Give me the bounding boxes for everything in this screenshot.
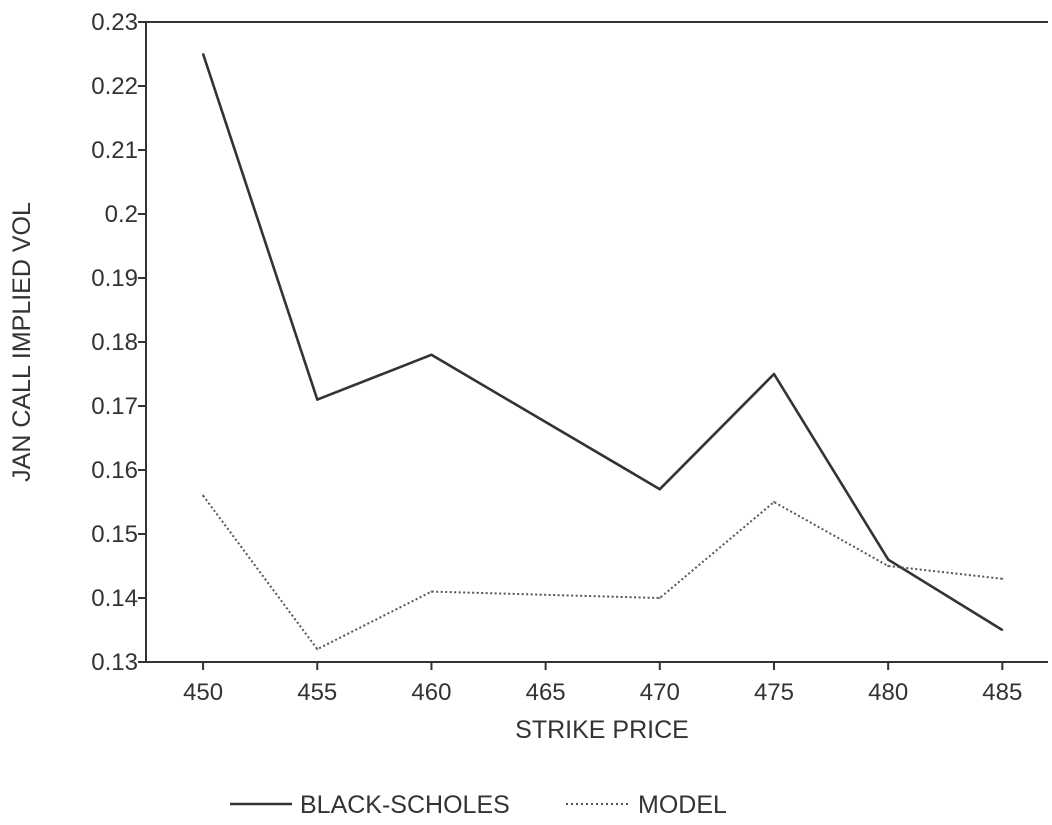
legend-label-model: MODEL — [638, 791, 727, 819]
x-tick-label: 450 — [183, 679, 223, 706]
x-tick-label: 460 — [411, 679, 451, 706]
data-point-model — [1001, 577, 1004, 580]
y-tick-label: 0.13 — [91, 649, 138, 676]
y-tick-label: 0.19 — [91, 265, 138, 292]
x-tick-label: 485 — [982, 679, 1022, 706]
y-tick-label: 0.17 — [91, 393, 138, 420]
y-tick-label: 0.2 — [105, 201, 138, 228]
y-axis-title: JAN CALL IMPLIED VOL — [8, 202, 36, 482]
data-point-black-scholes — [430, 353, 433, 356]
data-point-black-scholes — [658, 488, 661, 491]
legend-label-black-scholes: BLACK-SCHOLES — [300, 791, 510, 819]
data-point-model — [201, 494, 205, 497]
legend: BLACK-SCHOLES MODEL — [230, 791, 727, 819]
y-tick-label: 0.14 — [91, 585, 138, 612]
y-tick-label: 0.16 — [91, 457, 138, 484]
data-point-model — [887, 564, 890, 568]
series-line-black-scholes — [201, 53, 1003, 632]
data-point-black-scholes — [772, 372, 776, 376]
data-point-model — [430, 590, 433, 593]
series-line-model — [202, 495, 1003, 651]
y-tick-label: 0.15 — [91, 521, 138, 548]
x-tick-label: 475 — [754, 679, 794, 706]
x-tick-label: 470 — [640, 679, 680, 706]
data-point-black-scholes — [316, 398, 319, 401]
y-tick-label: 0.23 — [91, 9, 138, 36]
data-point-black-scholes — [1001, 628, 1004, 632]
x-axis-title: STRIKE PRICE — [515, 716, 689, 744]
data-point-model — [316, 648, 319, 651]
x-tick-label: 465 — [526, 679, 566, 706]
y-tick-label: 0.22 — [91, 73, 138, 100]
data-point-black-scholes — [887, 558, 890, 561]
y-tick-label: 0.21 — [91, 137, 138, 164]
tick-labels: 0.23 0.22 0.21 0.2 0.19 0.18 0.17 0.16 0.15 0.14 0… — [91, 9, 1022, 706]
x-tick-label: 455 — [297, 679, 337, 706]
x-tick-label: 480 — [868, 679, 908, 706]
series — [201, 52, 1004, 651]
y-tick-label: 0.18 — [91, 329, 138, 356]
data-point-model — [658, 596, 661, 600]
axes — [138, 21, 1048, 670]
data-point-black-scholes — [201, 52, 205, 56]
data-point-model — [772, 500, 776, 504]
